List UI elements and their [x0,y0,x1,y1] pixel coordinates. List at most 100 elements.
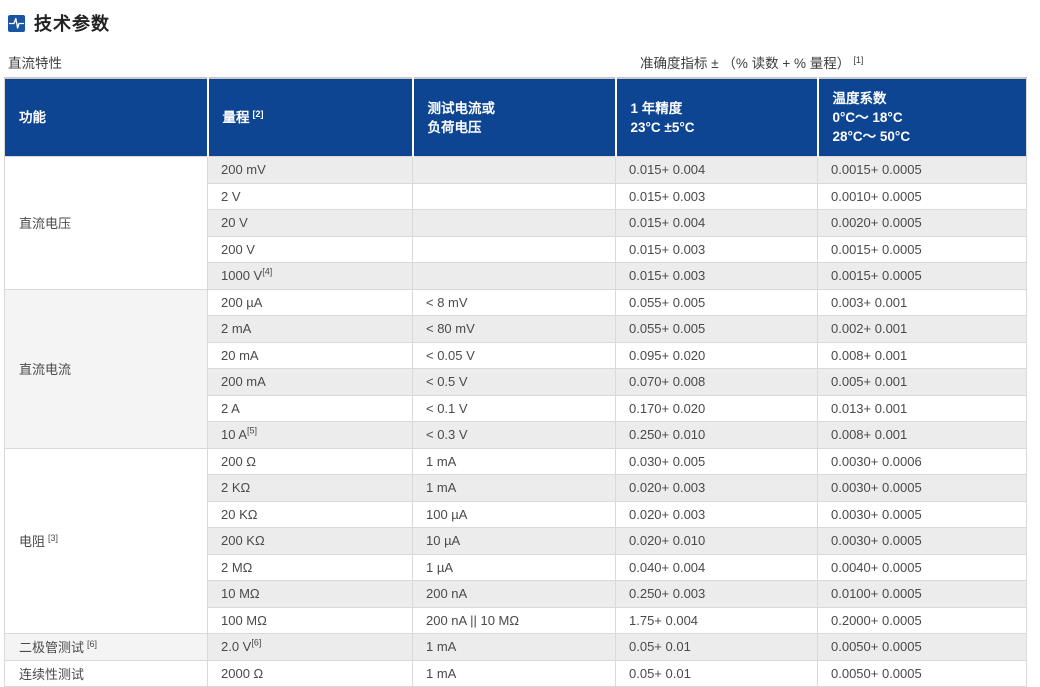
range-cell: 200 KΩ [207,527,413,555]
test-current-cell: 1 mA [412,633,616,661]
test-current-cell: 200 nA [412,580,616,608]
test-current-cell: 1 mA [412,447,616,475]
range-cell: 100 MΩ [207,606,413,634]
accuracy-cell: 0.015+ 0.003 [615,182,818,210]
range-cell: 20 V [207,209,413,237]
tempco-cell: 0.0015+ 0.0005 [817,235,1027,263]
table-row: 20 V 0.015+ 0.004 0.0020+ 0.0005 [5,209,1027,237]
test-current-cell: 1 µA [412,553,616,581]
range-cell: 200 V [207,235,413,263]
tempco-cell: 0.008+ 0.001 [817,421,1027,449]
section-label: 直流特性 [8,56,62,71]
footnote-ref: [6] [87,638,98,649]
tempco-cell: 0.013+ 0.001 [817,394,1027,422]
table-row: 2 mA < 80 mV 0.055+ 0.005 0.002+ 0.001 [5,315,1027,343]
test-current-cell [412,209,616,237]
range-cell: 20 mA [207,341,413,369]
function-cell: 直流电流 [4,288,208,449]
accuracy-cell: 0.020+ 0.010 [615,527,818,555]
footnote-ref: [4] [262,266,273,277]
function-cell: 连续性测试 [4,659,208,687]
spec-table: 功能 量程 [2] 测试电流或 负荷电压 1 年精度 23°C ±5°C 温度系数… [4,77,1027,687]
range-cell: 1000 V[4] [207,262,413,290]
function-cell: 直流电压 [4,156,208,290]
test-current-cell: < 0.3 V [412,421,616,449]
page-header: 技术参数 [0,0,1040,36]
accuracy-cell: 0.015+ 0.004 [615,209,818,237]
range-cell: 2 A [207,394,413,422]
table-row: 100 MΩ 200 nA || 10 MΩ 1.75+ 0.004 0.2000+ … [5,606,1027,634]
tempco-cell: 0.005+ 0.001 [817,368,1027,396]
tempco-cell: 0.0050+ 0.0005 [817,633,1027,661]
test-current-cell [412,156,616,184]
tempco-cell: 0.0030+ 0.0006 [817,447,1027,475]
test-current-cell: 1 mA [412,474,616,502]
table-row: 2 V 0.015+ 0.003 0.0010+ 0.0005 [5,182,1027,210]
test-current-cell: 200 nA || 10 MΩ [412,606,616,634]
accuracy-cell: 0.040+ 0.004 [615,553,818,581]
table-row: 20 KΩ 100 µA 0.020+ 0.003 0.0030+ 0.0005 [5,500,1027,528]
range-cell: 2 V [207,182,413,210]
test-current-cell [412,182,616,210]
range-cell: 20 KΩ [207,500,413,528]
accuracy-cell: 0.05+ 0.01 [615,633,818,661]
footnote-ref: [5] [247,425,258,436]
function-cell: 电阻 [3] [4,447,208,634]
tempco-cell: 0.003+ 0.001 [817,288,1027,316]
range-cell: 200 mV [207,156,413,184]
accuracy-cell: 0.070+ 0.008 [615,368,818,396]
table-captions: 直流特性 准确度指标 ± （% 读数 + % 量程） [1] [0,52,1040,71]
tempco-cell: 0.0020+ 0.0005 [817,209,1027,237]
footnote-ref: [6] [251,637,262,648]
range-cell: 10 A[5] [207,421,413,449]
footnote-ref-1: [1] [853,54,864,65]
test-current-cell: 10 µA [412,527,616,555]
test-current-cell: < 0.1 V [412,394,616,422]
range-cell: 10 MΩ [207,580,413,608]
range-cell: 200 mA [207,368,413,396]
col-header-tempco: 温度系数 0°C～ 18°C 28°C～ 50°C [816,78,1027,157]
test-current-cell [412,262,616,290]
footnote-ref: [3] [48,532,59,543]
accuracy-cell: 0.015+ 0.004 [615,156,818,184]
accuracy-note: 准确度指标 ± （% 读数 + % 量程） [1] [640,54,864,71]
table-row: 1000 V[4] 0.015+ 0.003 0.0015+ 0.0005 [5,262,1027,290]
col-header-range: 量程 [2] [206,78,413,157]
accuracy-cell: 0.030+ 0.005 [615,447,818,475]
accuracy-cell: 1.75+ 0.004 [615,606,818,634]
test-current-cell [412,235,616,263]
range-cell: 200 Ω [207,447,413,475]
test-current-cell: < 0.05 V [412,341,616,369]
function-cell: 二极管测试 [6] [4,633,208,661]
test-current-cell: 1 mA [412,659,616,687]
col-header-accuracy: 1 年精度 23°C ±5°C [614,78,818,157]
tempco-cell: 0.002+ 0.001 [817,315,1027,343]
tempco-cell: 0.0015+ 0.0005 [817,156,1027,184]
test-current-cell: < 0.5 V [412,368,616,396]
tempco-cell: 0.0040+ 0.0005 [817,553,1027,581]
table-row: 2 KΩ 1 mA 0.020+ 0.003 0.0030+ 0.0005 [5,474,1027,502]
accuracy-cell: 0.250+ 0.010 [615,421,818,449]
range-cell: 200 µA [207,288,413,316]
range-cell: 2 KΩ [207,474,413,502]
test-current-cell: < 8 mV [412,288,616,316]
range-cell: 2 MΩ [207,553,413,581]
accuracy-cell: 0.170+ 0.020 [615,394,818,422]
accuracy-cell: 0.095+ 0.020 [615,341,818,369]
page-title: 技术参数 [34,14,110,34]
table-row: 直流电流 200 µA < 8 mV 0.055+ 0.005 0.003+ 0.001 [4,288,1027,449]
table-row: 200 V 0.015+ 0.003 0.0015+ 0.0005 [5,235,1027,263]
accuracy-cell: 0.020+ 0.003 [615,500,818,528]
accuracy-cell: 0.020+ 0.003 [615,474,818,502]
accuracy-cell: 0.250+ 0.003 [615,580,818,608]
test-current-cell: < 80 mV [412,315,616,343]
tempco-cell: 0.2000+ 0.0005 [817,606,1027,634]
table-header: 功能 量程 [2] 测试电流或 负荷电压 1 年精度 23°C ±5°C 温度系数… [4,78,1027,157]
table-row: 二极管测试 [6] 2.0 V[6] 1 mA 0.05+ 0.01 0.0050+ 0.… [4,633,1027,661]
accuracy-cell: 0.05+ 0.01 [615,659,818,687]
pulse-waveform-icon [8,14,25,32]
table-row: 10 A[5] < 0.3 V 0.250+ 0.010 0.008+ 0.001 [5,421,1027,449]
col-header-function: 功能 [4,78,208,157]
